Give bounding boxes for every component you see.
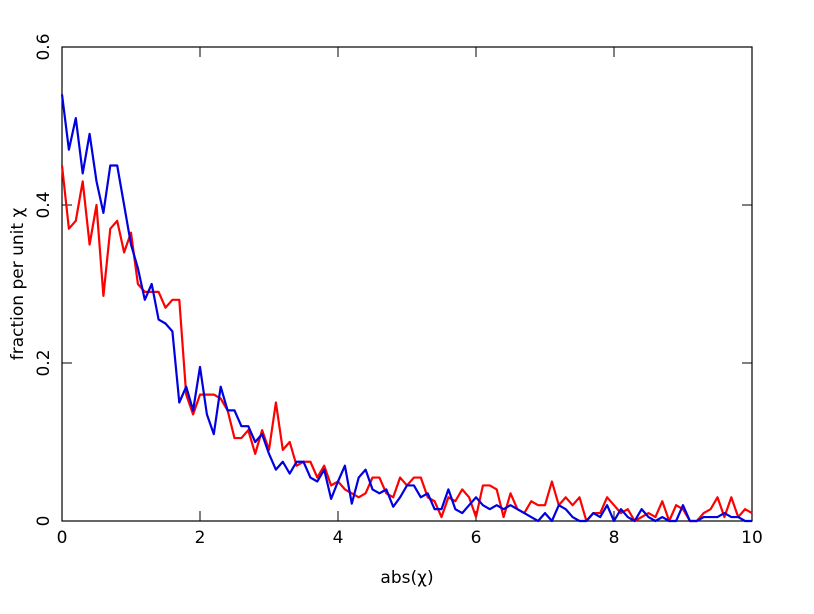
y-tick-label: 0.4 <box>34 191 54 218</box>
x-tick-label: 6 <box>471 528 482 548</box>
y-tick-label: 0 <box>34 516 54 527</box>
x-tick-label: 4 <box>333 528 344 548</box>
y-tick-label: 0.2 <box>34 349 54 376</box>
x-tick-label: 2 <box>195 528 206 548</box>
x-axis-label: abs(χ) <box>380 568 433 588</box>
y-tick-label: 0.6 <box>34 33 54 60</box>
data-line <box>60 94 752 523</box>
data-line <box>60 165 753 523</box>
x-tick-label: 8 <box>609 528 620 548</box>
x-tick-label: 10 <box>741 528 763 548</box>
plot-frame <box>61 46 753 522</box>
x-tick-label: 0 <box>57 528 68 548</box>
y-axis-label: fraction per unit χ <box>8 208 28 361</box>
